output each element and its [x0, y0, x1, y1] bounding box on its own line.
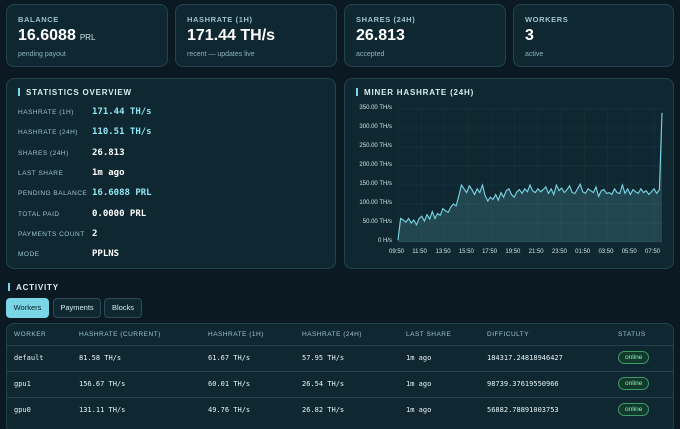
table-cell: 26.54 TH/s — [302, 380, 345, 388]
table-cell: 49.76 TH/s — [208, 406, 251, 414]
table-cell: 81.58 TH/s — [79, 354, 122, 362]
stat-sub: active — [525, 51, 544, 58]
overview-row-value: 171.44 TH/s — [92, 107, 152, 117]
overview-row-value: PPLNS — [92, 249, 120, 260]
x-tick-label: 11:50 — [412, 249, 427, 255]
stat-sub: accepted — [356, 51, 385, 58]
x-tick-label: 03:50 — [598, 249, 614, 255]
stat-value: 16.6088 PRL — [18, 27, 95, 45]
activity-title: ACTIVITY — [8, 283, 59, 292]
y-tick-label: 350.00 TH/s — [359, 105, 392, 111]
column-header-hashrate-24h: HASHRATE (24H) — [302, 331, 362, 338]
stat-value: 26.813 — [356, 27, 405, 44]
table-cell: 1m ago — [406, 406, 432, 414]
stat-label: WORKERS — [525, 15, 569, 24]
stat-sub: pending payout — [18, 51, 66, 58]
y-tick-label: 100.00 TH/s — [359, 200, 392, 206]
overview-row-value: 1m ago — [92, 167, 125, 178]
stat-card-balance: BALANCE 16.6088 PRL pending payout — [6, 4, 168, 67]
table-cell: 184317.24818946427 — [487, 354, 563, 362]
activity-title-text: ACTIVITY — [16, 283, 59, 292]
overview-row-key: PAYMENTS COUNT — [18, 230, 85, 238]
y-tick-label: 0 H/s — [377, 238, 392, 244]
overview-row-value: 26.813 — [92, 147, 125, 158]
column-header-worker: WORKER — [14, 331, 47, 338]
chart-title-text: MINER HASHRATE (24H) — [364, 88, 475, 97]
status-badge: online — [618, 351, 650, 364]
table-cell: 1m ago — [406, 380, 432, 388]
overview-row-key: MODE — [18, 251, 40, 259]
table-cell: 156.67 TH/s — [79, 380, 126, 388]
overview-row-value: 2 — [92, 228, 98, 239]
stat-card-workers: WORKERS 3 active — [513, 4, 674, 67]
column-header-hashrate-1h: HASHRATE (1H) — [208, 331, 264, 338]
overview-row-key: SHARES (24H) — [18, 149, 69, 157]
y-tick-label: 200.00 TH/s — [359, 162, 392, 168]
overview-row-key: LAST SHARE — [18, 169, 64, 177]
x-tick-label: 05:50 — [621, 249, 637, 255]
x-tick-label: 13:50 — [435, 249, 451, 255]
status-badge: online — [618, 403, 650, 416]
stat-value: 3 — [525, 27, 534, 44]
column-header-difficulty: DIFFICULTY — [487, 331, 530, 338]
balance-value: 16.6088 — [18, 27, 76, 44]
table-row[interactable]: gpu0 131.11 TH/s 49.76 TH/s 26.82 TH/s 1m ag… — [6, 397, 674, 423]
overview-row-value: 0.0000 PRL — [92, 208, 147, 219]
y-tick-label: 300.00 TH/s — [359, 124, 392, 130]
tab-workers[interactable]: Workers — [6, 298, 49, 318]
overview-title-text: STATISTICS OVERVIEW — [26, 88, 132, 97]
x-tick-label: 01:50 — [575, 249, 591, 255]
table-cell: 26.82 TH/s — [302, 406, 345, 414]
stat-label: BALANCE — [18, 15, 59, 24]
overview-row-value: 110.51 TH/s — [92, 127, 152, 138]
overview-title: STATISTICS OVERVIEW — [18, 88, 132, 97]
x-tick-label: 21:50 — [528, 249, 544, 255]
overview-row-key: HASHRATE (1H) — [18, 109, 74, 116]
table-cell: 98739.37619550966 — [487, 380, 559, 388]
column-header-hashrate-current: HASHRATE (CURRENT) — [79, 331, 161, 338]
stat-sub: recent — updates live — [187, 51, 255, 58]
x-tick-label: 19:50 — [505, 249, 521, 255]
overview-row-value: 16.6088 PRL — [92, 188, 152, 199]
statistics-overview-panel — [6, 78, 336, 269]
table-cell: default — [14, 354, 44, 362]
x-tick-label: 09:50 — [389, 249, 405, 255]
table-cell: gpu1 — [14, 380, 31, 388]
tab-blocks[interactable]: Blocks — [104, 298, 142, 318]
table-cell: 131.11 TH/s — [79, 406, 126, 414]
hashrate-chart-panel — [344, 78, 674, 269]
table-cell: 60.01 TH/s — [208, 380, 251, 388]
column-header-status: STATUS — [618, 331, 646, 338]
status-badge: online — [618, 377, 650, 390]
table-row[interactable]: default 81.58 TH/s 61.67 TH/s 57.95 TH/s 1m … — [6, 345, 674, 371]
x-tick-label: 17:50 — [482, 249, 498, 255]
balance-unit: PRL — [79, 33, 96, 42]
y-tick-label: 150.00 TH/s — [359, 181, 392, 187]
table-cell: 1m ago — [406, 354, 432, 362]
column-header-last-share: LAST SHARE — [406, 331, 452, 338]
y-tick-label: 50.00 TH/s — [362, 219, 392, 225]
overview-row-key: PENDING BALANCE — [18, 190, 88, 198]
overview-row-key: TOTAL PAID — [18, 210, 60, 218]
table-cell: 57.95 TH/s — [302, 354, 345, 362]
tab-payments[interactable]: Payments — [53, 298, 101, 318]
x-tick-label: 15:50 — [458, 249, 474, 255]
stat-card-hashrate: HASHRATE (1H) 171.44 TH/s recent — updat… — [175, 4, 337, 67]
x-tick-label: 23:50 — [551, 249, 567, 255]
overview-row-key: HASHRATE (24H) — [18, 129, 78, 137]
table-cell: gpu0 — [14, 406, 31, 414]
y-tick-label: 250.00 TH/s — [359, 143, 392, 149]
table-cell: 61.67 TH/s — [208, 354, 251, 362]
stat-card-shares: SHARES (24H) 26.813 accepted — [344, 4, 506, 67]
table-row[interactable]: gpu1 156.67 TH/s 60.01 TH/s 26.54 TH/s 1m ag… — [6, 371, 674, 397]
table-cell: 56882.78891003753 — [487, 406, 559, 414]
workers-table — [6, 323, 674, 429]
stat-label: SHARES (24H) — [356, 15, 416, 24]
x-tick-label: 07:50 — [645, 249, 661, 255]
stat-label: HASHRATE (1H) — [187, 15, 253, 24]
stat-value: 171.44 TH/s — [187, 27, 276, 44]
chart-title: MINER HASHRATE (24H) — [356, 88, 474, 97]
